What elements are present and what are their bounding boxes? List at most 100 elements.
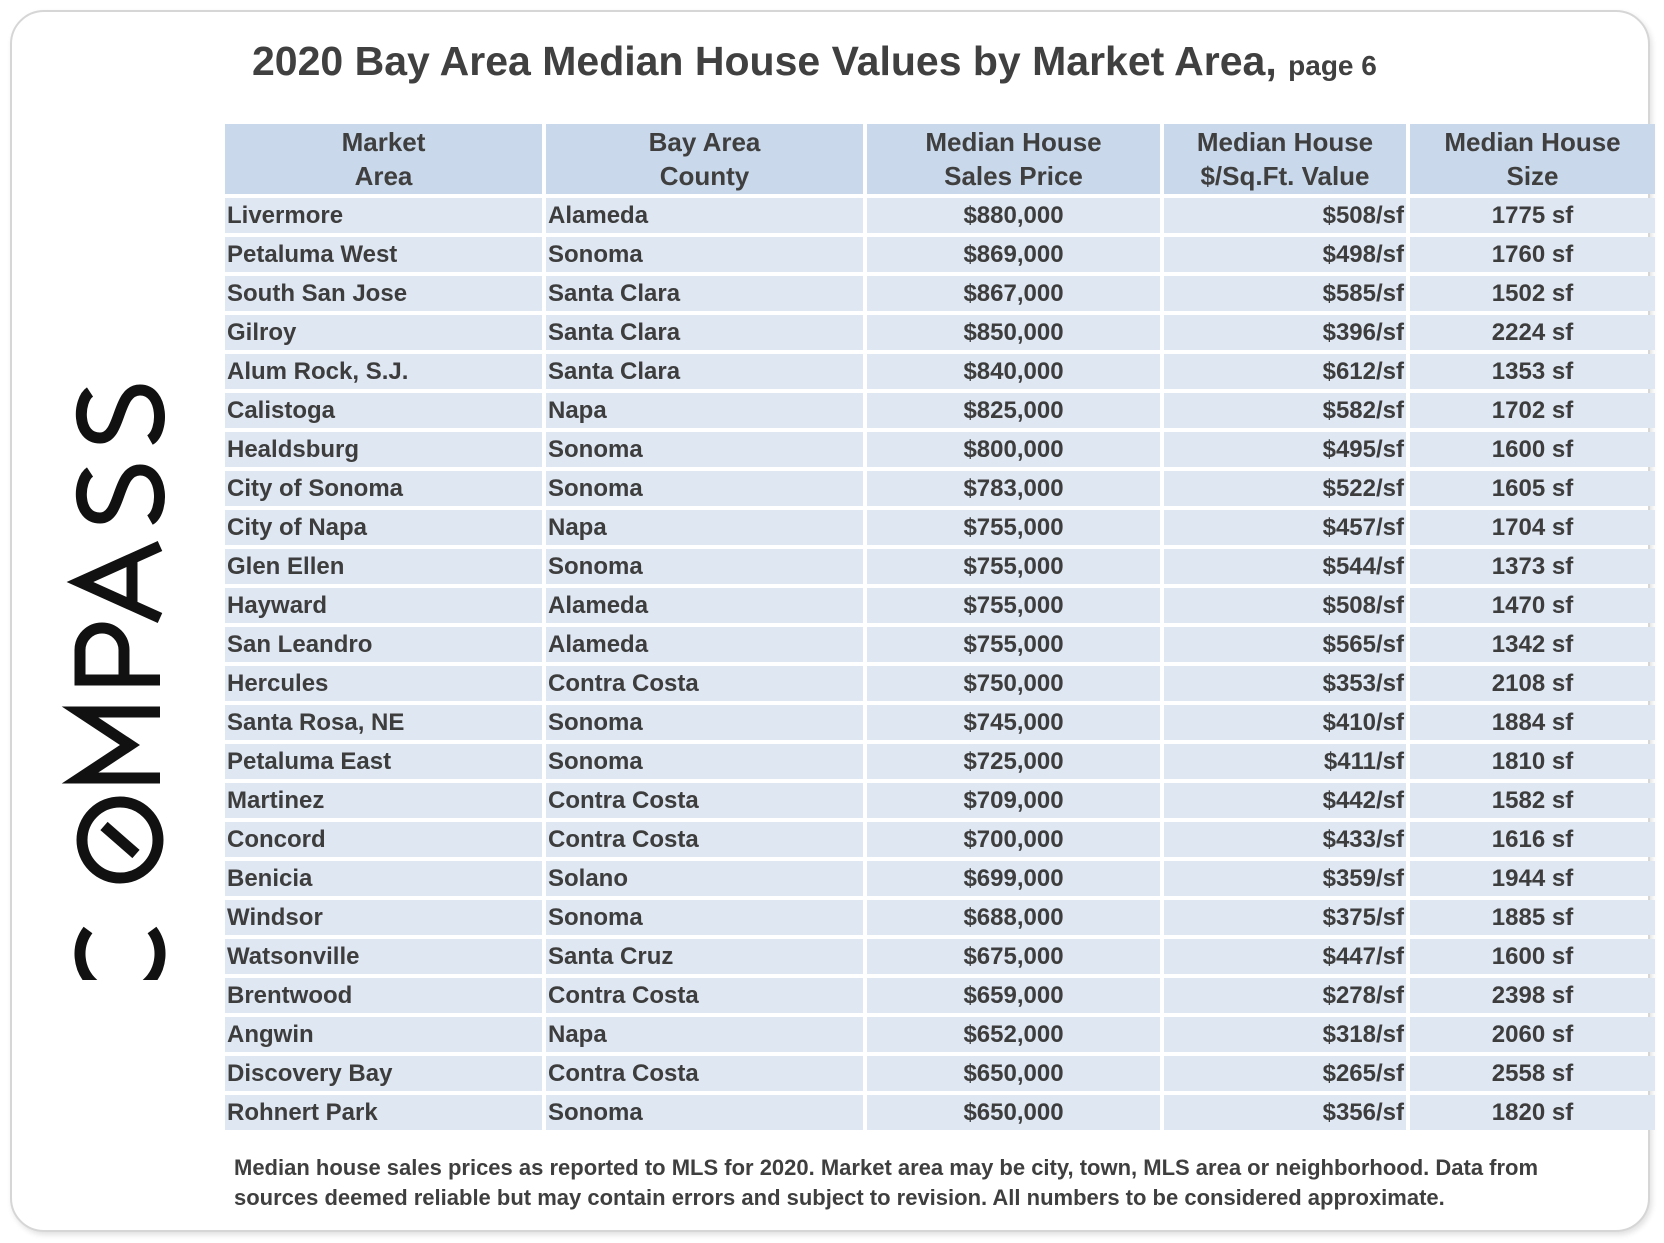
table-row: Rohnert Park Sonoma $650,000 $356/sf 1820 sf [225,1095,1655,1130]
table-row: Healdsburg Sonoma $800,000 $495/sf 1600 sf [225,432,1655,467]
header-sales-price: Median House Sales Price [867,124,1160,194]
header-house-size: Median House Size [1410,124,1655,194]
cell-market-area: Discovery Bay [225,1056,542,1091]
cell-sales-price: $725,000 [867,744,1160,779]
table-row: Brentwood Contra Costa $659,000 $278/sf 2398… [225,978,1655,1013]
cell-house-size: 1810 sf [1410,744,1655,779]
table-row: Concord Contra Costa $700,000 $433/sf 1616 s… [225,822,1655,857]
cell-market-area: Calistoga [225,393,542,428]
footnote-line-2: sources deemed reliable but may contain … [234,1185,1445,1210]
cell-sqft-value: $508/sf [1164,588,1406,623]
cell-county: Santa Clara [546,354,863,389]
cell-sales-price: $783,000 [867,471,1160,506]
cell-sqft-value: $508/sf [1164,198,1406,233]
cell-county: Alameda [546,198,863,233]
table-row: Alum Rock, S.J. Santa Clara $840,000 $612/s… [225,354,1655,389]
cell-county: Contra Costa [546,666,863,701]
cell-house-size: 1820 sf [1410,1095,1655,1130]
cell-county: Alameda [546,627,863,662]
cell-house-size: 1702 sf [1410,393,1655,428]
cell-sales-price: $755,000 [867,549,1160,584]
cell-house-size: 1353 sf [1410,354,1655,389]
cell-county: Santa Cruz [546,939,863,974]
cell-sqft-value: $265/sf [1164,1056,1406,1091]
cell-market-area: Hercules [225,666,542,701]
table-row: Petaluma East Sonoma $725,000 $411/sf 1810 s… [225,744,1655,779]
footnote: Median house sales prices as reported to… [234,1153,1634,1213]
cell-house-size: 1616 sf [1410,822,1655,857]
median-values-table: Market Area Bay Area County Median House Sa… [225,120,1655,1134]
table-row: Calistoga Napa $825,000 $582/sf 1702 sf [225,393,1655,428]
cell-house-size: 2224 sf [1410,315,1655,350]
cell-county: Napa [546,1017,863,1052]
cell-county: Sonoma [546,744,863,779]
cell-market-area: Watsonville [225,939,542,974]
cell-market-area: Rohnert Park [225,1095,542,1130]
cell-sales-price: $700,000 [867,822,1160,857]
cell-market-area: Martinez [225,783,542,818]
cell-house-size: 1775 sf [1410,198,1655,233]
cell-sqft-value: $565/sf [1164,627,1406,662]
cell-market-area: Windsor [225,900,542,935]
cell-market-area: Brentwood [225,978,542,1013]
cell-house-size: 1884 sf [1410,705,1655,740]
cell-house-size: 2558 sf [1410,1056,1655,1091]
cell-sales-price: $652,000 [867,1017,1160,1052]
table-row: Livermore Alameda $880,000 $508/sf 1775 sf [225,198,1655,233]
header-market-area: Market Area [225,124,542,194]
table-row: Angwin Napa $652,000 $318/sf 2060 sf [225,1017,1655,1052]
cell-sales-price: $825,000 [867,393,1160,428]
cell-sales-price: $675,000 [867,939,1160,974]
cell-sqft-value: $522/sf [1164,471,1406,506]
table-row: Glen Ellen Sonoma $755,000 $544/sf 1373 sf [225,549,1655,584]
cell-house-size: 1600 sf [1410,939,1655,974]
cell-house-size: 2398 sf [1410,978,1655,1013]
cell-sqft-value: $612/sf [1164,354,1406,389]
cell-county: Contra Costa [546,783,863,818]
cell-county: Napa [546,510,863,545]
cell-sales-price: $699,000 [867,861,1160,896]
cell-county: Alameda [546,588,863,623]
cell-market-area: Petaluma West [225,237,542,272]
table-row: Discovery Bay Contra Costa $650,000 $265/sf… [225,1056,1655,1091]
title-page-label: page 6 [1288,50,1377,81]
table-row: Petaluma West Sonoma $869,000 $498/sf 1760 s… [225,237,1655,272]
cell-house-size: 1605 sf [1410,471,1655,506]
cell-market-area: City of Sonoma [225,471,542,506]
cell-sales-price: $850,000 [867,315,1160,350]
cell-sqft-value: $411/sf [1164,744,1406,779]
header-county: Bay Area County [546,124,863,194]
cell-sqft-value: $585/sf [1164,276,1406,311]
cell-sales-price: $867,000 [867,276,1160,311]
compass-logo [61,384,166,980]
table-row: Hayward Alameda $755,000 $508/sf 1470 sf [225,588,1655,623]
table-row: City of Sonoma Sonoma $783,000 $522/sf 1605 … [225,471,1655,506]
cell-sales-price: $750,000 [867,666,1160,701]
cell-sales-price: $755,000 [867,510,1160,545]
cell-sales-price: $709,000 [867,783,1160,818]
cell-market-area: Benicia [225,861,542,896]
table-row: Gilroy Santa Clara $850,000 $396/sf 2224 sf [225,315,1655,350]
cell-market-area: Santa Rosa, NE [225,705,542,740]
cell-sales-price: $745,000 [867,705,1160,740]
cell-sqft-value: $498/sf [1164,237,1406,272]
cell-sales-price: $755,000 [867,627,1160,662]
cell-sqft-value: $495/sf [1164,432,1406,467]
cell-house-size: 1502 sf [1410,276,1655,311]
cell-sqft-value: $375/sf [1164,900,1406,935]
cell-house-size: 1885 sf [1410,900,1655,935]
cell-house-size: 1704 sf [1410,510,1655,545]
cell-sqft-value: $410/sf [1164,705,1406,740]
cell-sales-price: $650,000 [867,1056,1160,1091]
table-row: City of Napa Napa $755,000 $457/sf 1704 sf [225,510,1655,545]
cell-sales-price: $688,000 [867,900,1160,935]
cell-house-size: 1582 sf [1410,783,1655,818]
cell-sqft-value: $442/sf [1164,783,1406,818]
cell-county: Sonoma [546,705,863,740]
cell-house-size: 1373 sf [1410,549,1655,584]
table-row: Hercules Contra Costa $750,000 $353/sf 2108 … [225,666,1655,701]
cell-market-area: Glen Ellen [225,549,542,584]
table-row: Martinez Contra Costa $709,000 $442/sf 1582 … [225,783,1655,818]
table-row: Benicia Solano $699,000 $359/sf 1944 sf [225,861,1655,896]
cell-market-area: San Leandro [225,627,542,662]
